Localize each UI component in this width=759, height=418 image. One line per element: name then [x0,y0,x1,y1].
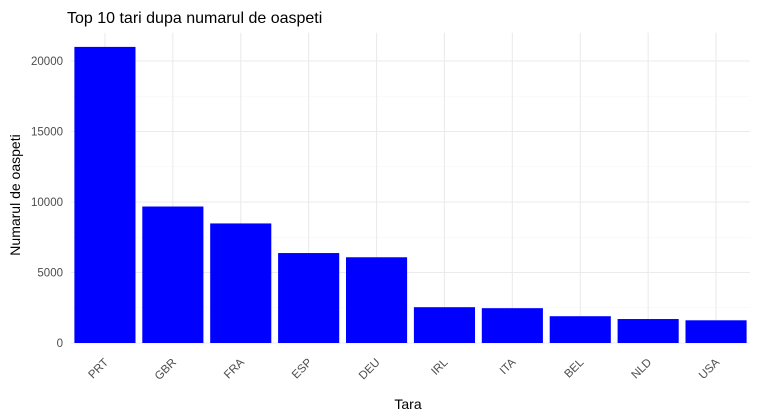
bar-deu [346,257,408,343]
bar-usa [685,320,747,343]
x-axis-title: Tara [394,396,421,412]
bar-fra [210,223,272,343]
y-tick-label: 0 [57,338,63,350]
x-tick-label-fra: FRA [222,356,247,381]
x-tick-label-irl: IRL [429,356,451,378]
y-tick-label: 10000 [31,197,63,209]
bar-gbr [142,206,204,343]
bar-irl [413,307,476,343]
bar-bel [549,316,611,343]
y-axis-title: Numarul de oaspeti [7,134,23,255]
y-tick-label: 20000 [31,56,63,68]
bars [74,46,747,344]
y-axis-ticks: 0 5000 10000 15000 20000 [31,56,63,350]
chart-title: Top 10 tari dupa numarul de oaspeti [67,10,322,27]
x-tick-label-gbr: GBR [153,357,179,383]
y-tick-label: 15000 [31,127,63,139]
x-tick-label-bel: BEL [563,356,587,380]
bar-prt [74,46,136,344]
bar-esp [278,253,340,343]
bar-ita [481,308,543,343]
x-tick-label-esp: ESP [290,356,315,381]
x-tick-label-ita: ITA [498,356,519,377]
x-axis-ticks: PRT GBR FRA ESP DEU IRL ITA BEL NLD USA [86,356,722,383]
x-tick-label-prt: PRT [86,357,111,382]
x-tick-label-deu: DEU [357,357,383,383]
y-tick-label: 5000 [37,268,63,280]
x-tick-label-nld: NLD [630,357,655,382]
bar-nld [617,319,679,343]
x-tick-label-usa: USA [697,356,722,381]
